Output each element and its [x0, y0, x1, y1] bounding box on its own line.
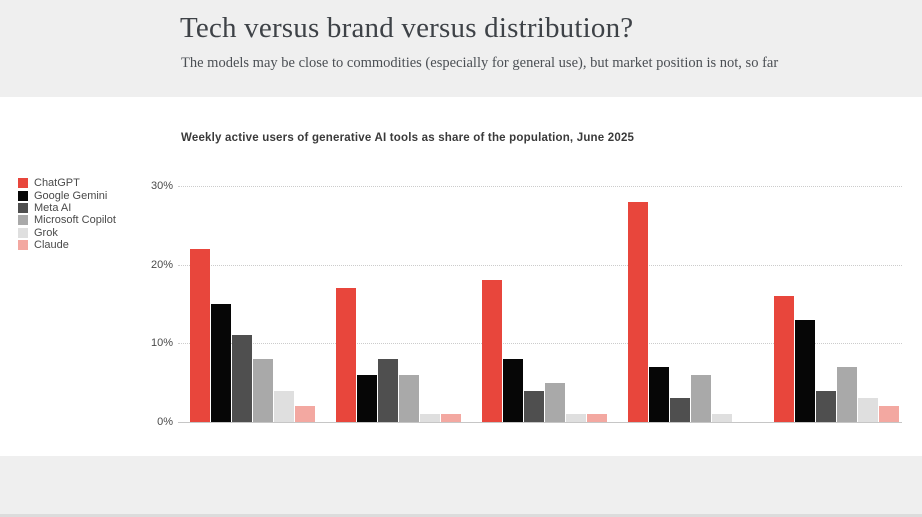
gridline	[178, 186, 902, 187]
y-axis-tick-label: 30%	[150, 180, 173, 192]
bar-chatgpt	[190, 248, 210, 422]
legend-swatch-icon	[18, 240, 28, 251]
bar-meta-ai	[670, 398, 690, 422]
bar-meta-ai	[524, 390, 544, 422]
bar-grok	[566, 414, 586, 422]
bar-microsoft-copilot	[691, 374, 711, 422]
bar-meta-ai	[232, 335, 252, 422]
bar-google-gemini	[649, 366, 669, 422]
bar-claude	[879, 406, 899, 422]
y-axis-tick-label: 20%	[150, 258, 173, 271]
bottom-edge-divider	[0, 514, 922, 517]
bar-meta-ai	[378, 359, 398, 422]
bar-meta-ai	[816, 390, 836, 422]
legend-label: Claude	[34, 239, 69, 252]
bar-group-uk	[336, 186, 462, 422]
legend-label: Grok	[34, 226, 58, 239]
bar-microsoft-copilot	[399, 374, 419, 422]
bar-group-denmark	[628, 186, 754, 422]
legend-swatch-icon	[18, 202, 28, 213]
bar-grok	[858, 398, 878, 422]
bar-chatgpt	[482, 280, 502, 422]
legend-item-meta-ai: Meta AI	[18, 202, 116, 214]
footer-band: Source: Reuters Institute Benedict Evans…	[0, 456, 922, 517]
legend-swatch-icon	[18, 227, 28, 238]
bar-grok	[420, 414, 440, 422]
bar-claude	[295, 406, 315, 422]
bar-claude	[587, 414, 607, 422]
legend-swatch-icon	[18, 215, 28, 226]
plot-area: 30%20%10%0%USAUKFranceDenmarkJapan	[151, 180, 902, 428]
legend-item-google-gemini: Google Gemini	[18, 189, 116, 202]
legend-item-chatgpt: ChatGPT	[18, 177, 116, 189]
page-title: Tech versus brand versus distribution?	[180, 12, 634, 44]
bar-microsoft-copilot	[253, 359, 273, 422]
page-subtitle: The models may be close to commodities (…	[181, 55, 779, 71]
x-axis-line	[178, 422, 902, 423]
gridline	[178, 343, 902, 345]
y-axis-tick-label: 0%	[157, 416, 173, 428]
gridline	[178, 264, 902, 266]
legend-swatch-icon	[18, 178, 28, 189]
header-band: Tech versus brand versus distribution? T…	[0, 0, 922, 97]
bar-chatgpt	[628, 201, 648, 422]
bar-microsoft-copilot	[837, 366, 857, 422]
legend-label: Meta AI	[34, 201, 72, 214]
bar-chatgpt	[774, 296, 794, 422]
bar-group-france	[482, 186, 608, 422]
bar-chatgpt	[336, 288, 356, 422]
legend-label: Microsoft Copilot	[34, 214, 116, 227]
bar-group-usa	[190, 186, 316, 422]
legend-swatch-icon	[18, 190, 28, 201]
bar-google-gemini	[795, 319, 815, 422]
bar-microsoft-copilot	[545, 382, 565, 422]
bar-google-gemini	[357, 374, 377, 422]
y-axis-tick-label: 10%	[150, 337, 173, 350]
chart-legend: ChatGPT Google Gemini Meta AI Microsoft Cop…	[18, 177, 116, 251]
bar-group-japan	[774, 186, 900, 422]
legend-item-grok: Grok	[18, 227, 116, 239]
bar-google-gemini	[503, 359, 523, 422]
legend-item-claude: Claude	[18, 239, 116, 251]
bar-google-gemini	[211, 304, 231, 422]
legend-label: Google Gemini	[34, 189, 108, 202]
legend-label: ChatGPT	[34, 177, 80, 190]
legend-item-microsoft-copilot: Microsoft Copilot	[18, 214, 116, 226]
chart-title: Weekly active users of generative AI too…	[181, 132, 635, 144]
bar-grok	[712, 414, 732, 422]
bar-grok	[274, 390, 294, 422]
bar-claude	[441, 414, 461, 422]
